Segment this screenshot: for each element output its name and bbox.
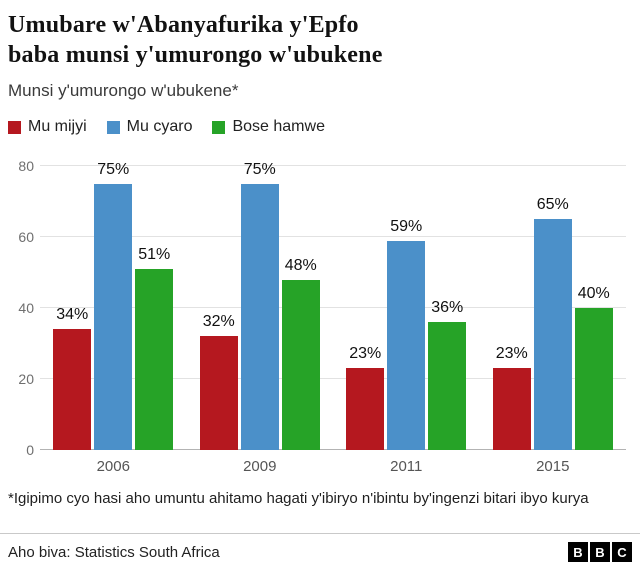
x-axis-label: 2015 (536, 458, 570, 475)
bar-bose-hamwe: 40% (574, 285, 613, 450)
legend-item: Mu cyaro (106, 118, 193, 136)
bar-bose-hamwe: 51% (135, 246, 174, 450)
bar-value-label: 32% (202, 313, 235, 331)
x-axis-label: 2006 (96, 458, 130, 475)
source-attribution: Aho biva: Statistics South Africa (8, 543, 220, 561)
bar-mu-cyaro: 75% (94, 161, 133, 450)
chart-subtitle: Munsi y'umurongo w'ubukene* (8, 81, 239, 100)
bar-groups: 34% 75% 51% 32% 75% 48% 23% 59% 36% 23% 65% 40% (40, 161, 626, 450)
bar-value-label: 34% (56, 306, 89, 324)
y-axis-label: 40 (18, 300, 34, 316)
gridline (40, 449, 626, 450)
bar-mu-mijyi: 32% (199, 313, 238, 450)
legend-swatch (8, 120, 21, 134)
gridline (40, 378, 626, 379)
bbc-logo-block: B (568, 542, 588, 562)
bar-group: 23% 65% 40% (492, 166, 613, 450)
legend-label: Mu cyaro (126, 118, 193, 135)
bar-value-label: 75% (97, 160, 130, 178)
bar-group: 32% 75% 48% (199, 161, 320, 450)
title-line-2: baba munsi y'umurongo w'ubukene (8, 42, 383, 68)
bar-mu-mijyi: 23% (492, 345, 531, 450)
legend-label: Mu mijyi (28, 118, 87, 135)
gridline (40, 236, 626, 237)
title-line-1: Umubare w'Abanyafurika y'Epfo (8, 12, 359, 38)
legend-swatch (106, 120, 120, 134)
bar-value-label: 59% (390, 217, 423, 235)
x-axis-label: 2011 (390, 458, 423, 475)
bbc-logo-block: C (612, 542, 632, 562)
bar-bose-hamwe: 36% (428, 299, 467, 450)
y-axis-label: 20 (18, 371, 34, 387)
legend: Mu mijyi Mu cyaro Bose hamwe (8, 118, 632, 136)
gridline (40, 165, 626, 166)
bbc-logo-block: B (590, 542, 610, 562)
legend-item: Mu mijyi (8, 118, 87, 136)
legend-swatch (212, 120, 226, 134)
footnote: *Igipimo cyo hasi aho umuntu ahitamo hag… (8, 490, 589, 507)
legend-label: Bose hamwe (232, 118, 325, 135)
bar-value-label: 75% (243, 160, 276, 178)
bar-mu-mijyi: 23% (346, 345, 385, 450)
bar-mu-cyaro: 75% (240, 161, 279, 450)
page-title: Umubare w'Abanyafurika y'Epfo baba munsi… (8, 10, 632, 70)
bar-value-label: 40% (577, 285, 610, 302)
bar-group: 23% 59% 36% (346, 166, 467, 450)
bar-value-label: 48% (284, 256, 317, 274)
bar-group: 34% 75% 51% (53, 161, 174, 450)
bar-mu-cyaro: 65% (533, 196, 572, 450)
bar-chart: 0 20 40 60 80 34% 75% 51% 32% 75% 48% 23% 59% 36% 23% 6… (18, 159, 626, 475)
bar-mu-mijyi: 34% (53, 306, 92, 450)
bar-value-label: 36% (431, 299, 464, 317)
y-axis-label: 60 (18, 229, 34, 245)
legend-item: Bose hamwe (212, 118, 325, 136)
bar-value-label: 23% (349, 345, 382, 363)
bar-mu-cyaro: 59% (387, 218, 426, 450)
bar-value-label: 51% (138, 245, 171, 263)
plot-area: 0 20 40 60 80 34% 75% 51% 32% 75% 48% 23% 59% 36% 23% 6… (18, 159, 626, 457)
y-axis-label: 0 (26, 442, 34, 458)
x-axis-label: 2009 (243, 458, 277, 475)
x-axis: 2006 2009 2011 2015 (40, 458, 626, 475)
gridline (40, 307, 626, 308)
bar-value-label: 23% (495, 345, 528, 363)
y-axis-label: 80 (18, 158, 34, 174)
bar-value-label: 65% (536, 196, 569, 214)
bar-bose-hamwe: 48% (281, 257, 320, 450)
